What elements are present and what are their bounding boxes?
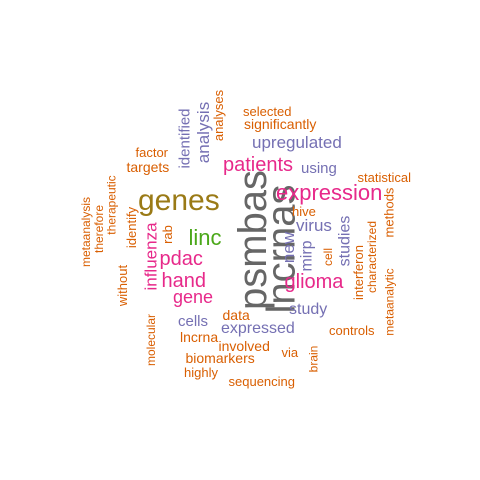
word-involved: involved (218, 338, 270, 354)
word-highly: highly (184, 364, 218, 380)
word-hand: hand (161, 270, 207, 292)
word-influenza: influenza (141, 221, 161, 291)
word-expressed: expressed (221, 320, 295, 337)
word-without: without (114, 264, 130, 306)
word-selected: selected (243, 103, 292, 119)
word-metaanalysis: metaanalysis (79, 196, 94, 268)
word-identified: identified (176, 107, 194, 169)
word-glioma: glioma (284, 271, 344, 293)
word-identify: identify (123, 206, 139, 248)
word-upregulated: upregulated (252, 132, 342, 152)
word-molecular: molecular (144, 313, 159, 367)
word-expression: expression (276, 180, 383, 205)
word-statistical: statistical (357, 169, 411, 185)
word-via: via (281, 344, 299, 360)
word-characterized: characterized (365, 220, 380, 294)
word-brain: brain (305, 345, 320, 373)
word-hive: hive (292, 203, 316, 219)
word-pdac: pdac (159, 248, 203, 270)
word-cell: cell (321, 247, 336, 267)
word-interferon: interferon (350, 244, 366, 300)
word-rab: rab (159, 224, 175, 244)
word-factor: factor (135, 144, 169, 160)
word-therefore: therefore (92, 204, 107, 254)
word-significantly: significantly (244, 116, 317, 132)
word-gene: gene (173, 287, 214, 307)
word-cells: cells (178, 312, 209, 330)
word-controls: controls (329, 322, 375, 338)
word-data: data (222, 307, 250, 323)
word-patients: patients (223, 154, 294, 176)
word-analysis: analysis (193, 101, 213, 163)
word-new: new (278, 231, 298, 263)
word-therapeutic: therapeutic (104, 175, 119, 235)
word-virus: virus (296, 215, 332, 235)
word-sequencing: sequencing (228, 373, 296, 389)
word-genes: genes (138, 184, 220, 217)
word-methods: methods (381, 187, 397, 237)
word-using: using (301, 159, 337, 177)
word-biomarkers: biomarkers (185, 350, 255, 366)
word-analyses: analyses (210, 89, 226, 141)
word-lncrna: lncrna (180, 329, 219, 345)
word-mirp: mirp (298, 240, 316, 272)
word-linc: linc (188, 225, 222, 250)
word-study: study (289, 301, 328, 318)
word-metaanalytic: metaanalytic (382, 268, 397, 336)
word-targets: targets (126, 159, 170, 175)
